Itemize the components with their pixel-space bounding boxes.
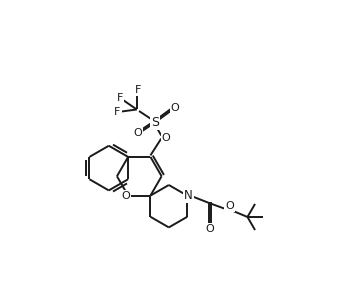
Text: O: O [225,201,234,211]
Text: F: F [114,107,121,117]
Text: N: N [184,189,193,202]
Text: F: F [116,93,123,103]
Text: S: S [151,116,159,129]
Text: O: O [171,103,179,113]
Text: O: O [133,128,142,138]
Text: F: F [135,85,141,95]
Text: O: O [121,191,130,200]
Text: O: O [205,224,214,234]
Text: O: O [161,133,170,143]
